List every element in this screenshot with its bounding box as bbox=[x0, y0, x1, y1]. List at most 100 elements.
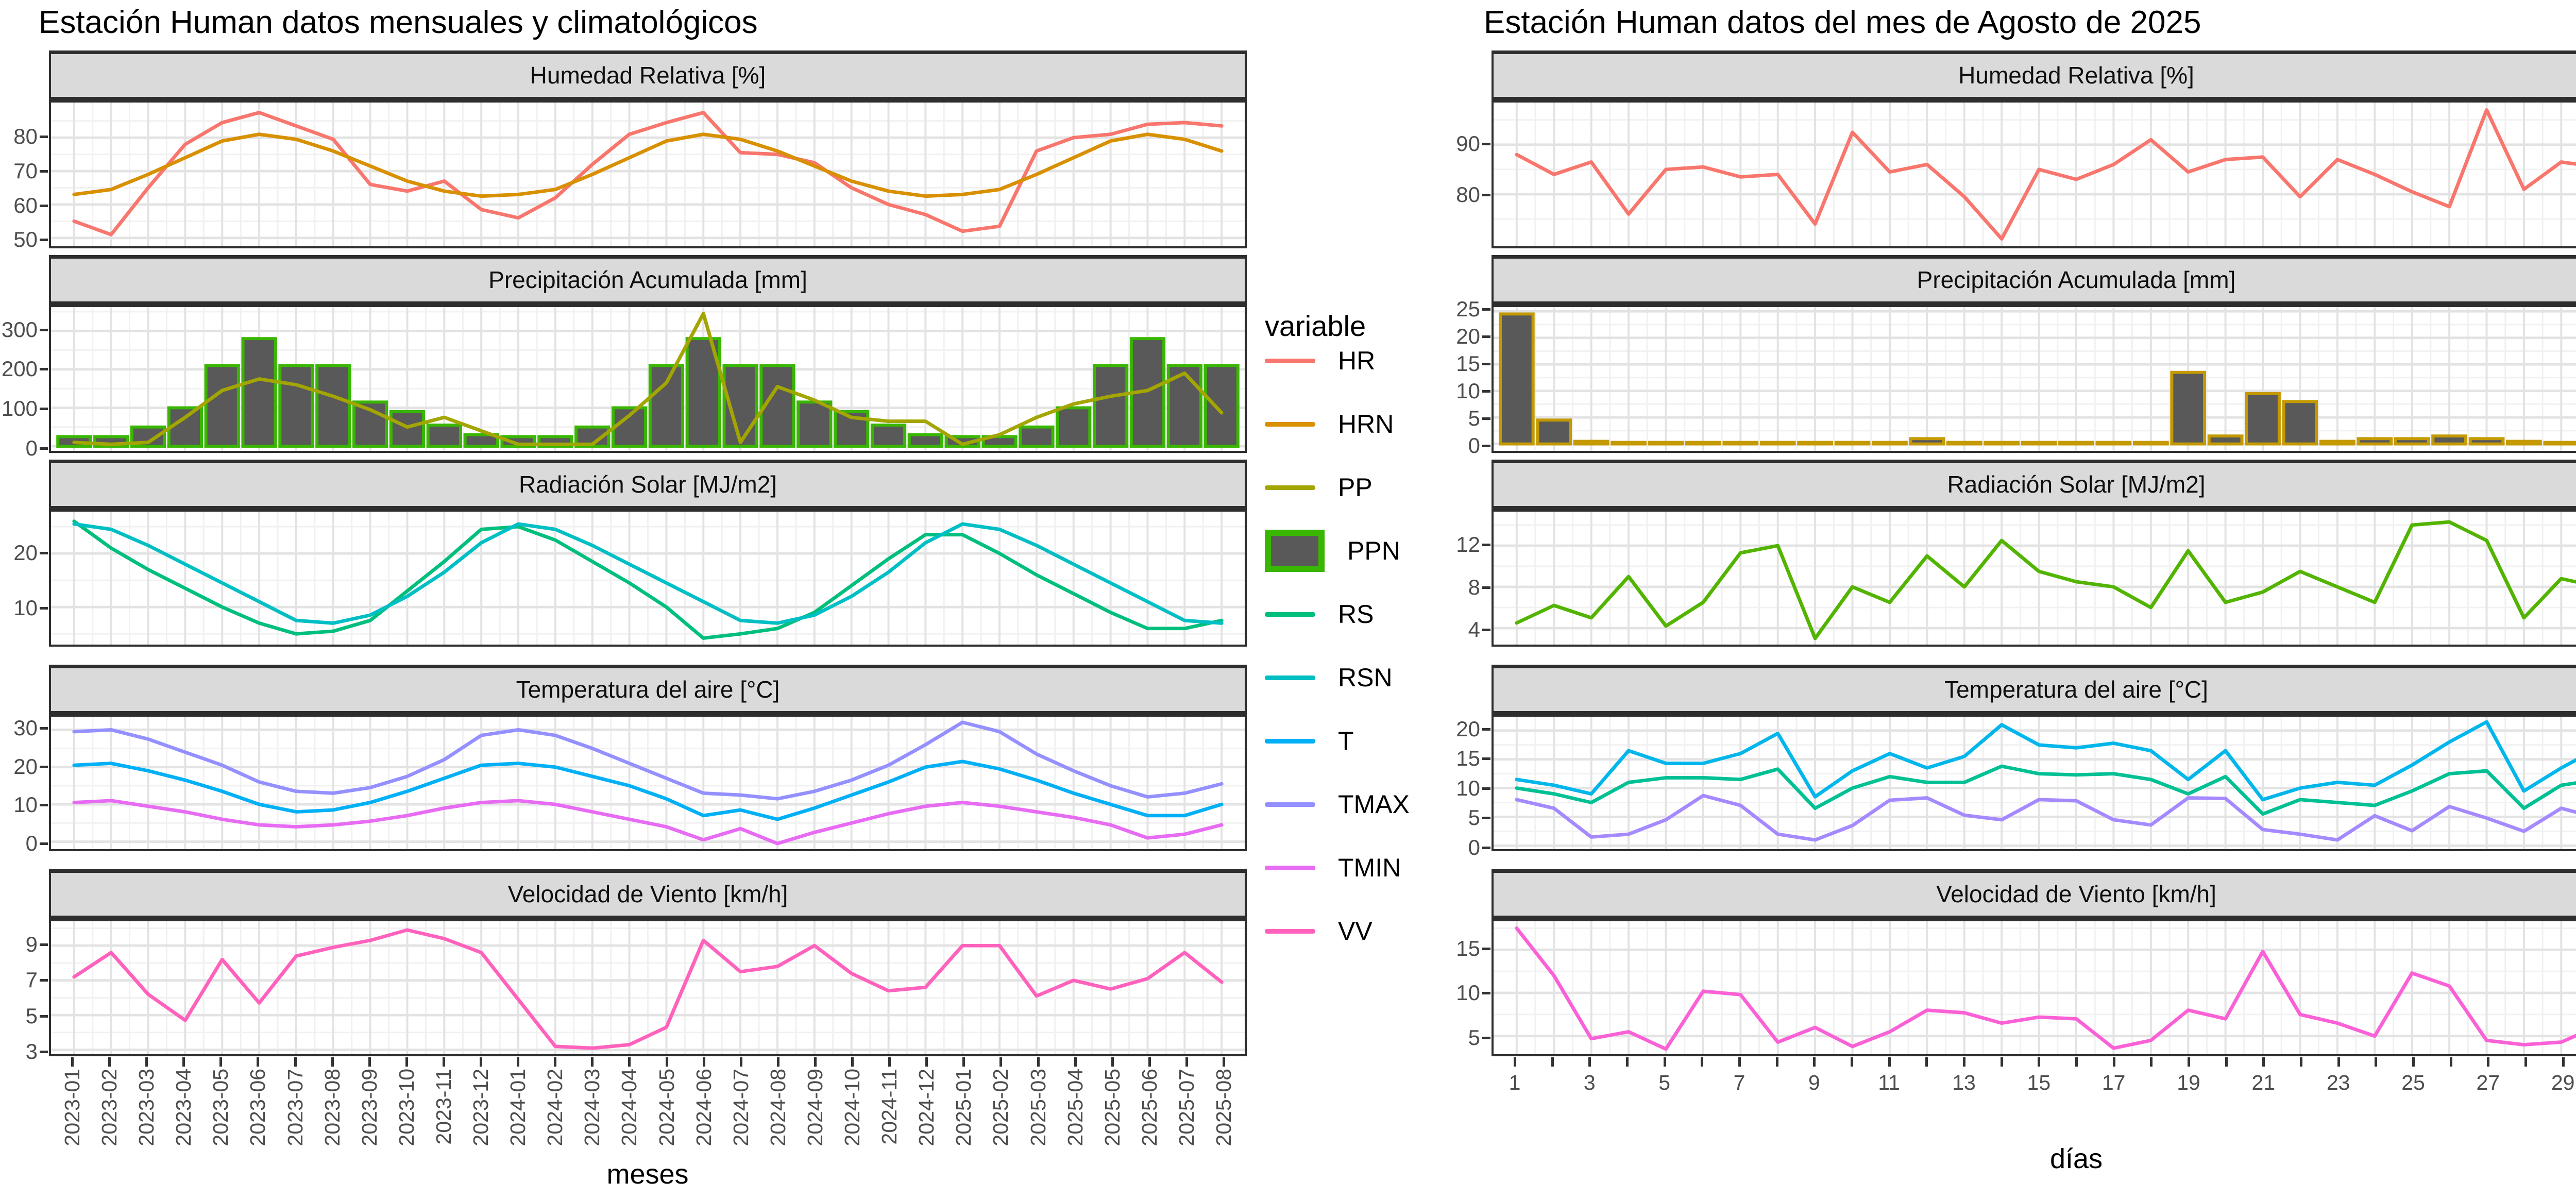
panel-precipitacion-mensual bbox=[49, 305, 1247, 453]
y-tick-mark bbox=[1482, 363, 1490, 366]
x-tick-mark bbox=[1223, 1057, 1225, 1067]
y-tick-label: 20 bbox=[1456, 324, 1480, 349]
x-tick-mark bbox=[182, 1057, 185, 1067]
y-tick-label: 20 bbox=[1456, 716, 1480, 741]
facet-strip-viento-mensual: Velocidad de Viento [km/h] bbox=[49, 869, 1247, 919]
x-tick-mark bbox=[219, 1057, 223, 1067]
x-tick-mark bbox=[776, 1057, 779, 1067]
facet-strip-temperatura-mensual: Temperatura del aire [°C] bbox=[49, 665, 1247, 715]
legend-entry-tmin: TMIN bbox=[1265, 845, 1401, 891]
y-tick-label: 300 bbox=[1, 317, 38, 342]
y-tick-mark bbox=[40, 1051, 48, 1054]
x-tick-mark bbox=[2075, 1057, 2078, 1067]
y-tick-label: 5 bbox=[25, 1003, 38, 1028]
y-tick-mark bbox=[1482, 143, 1490, 146]
legend-label: TMIN bbox=[1338, 853, 1401, 882]
y-tick-label: 20 bbox=[13, 754, 38, 779]
y-tick-mark bbox=[1482, 544, 1490, 547]
legend-label: PP bbox=[1338, 473, 1372, 502]
x-tick-mark bbox=[2225, 1057, 2228, 1067]
x-tick-label: 27 bbox=[2476, 1071, 2500, 1094]
x-tick-label: 11 bbox=[1878, 1071, 1900, 1094]
y-tick-mark bbox=[40, 551, 48, 554]
x-axis-title-dias: días bbox=[2049, 1143, 2103, 1174]
strip-label: Temperatura del aire [°C] bbox=[516, 676, 780, 703]
x-tick-mark bbox=[2375, 1057, 2378, 1067]
x-tick-mark bbox=[331, 1057, 334, 1067]
facet-strip-humedad-agosto: Humedad Relativa [%] bbox=[1492, 50, 2576, 100]
y-tick-label: 0 bbox=[25, 435, 38, 460]
legend-key-line-swatch bbox=[1265, 802, 1315, 807]
legend-entry-rsn: RSN bbox=[1265, 654, 1393, 701]
legend-label: T bbox=[1338, 727, 1354, 755]
plot-area-svg bbox=[1494, 717, 2576, 849]
y-tick-label: 15 bbox=[1456, 746, 1480, 771]
x-tick-mark bbox=[999, 1057, 1003, 1067]
y-tick-mark bbox=[40, 204, 48, 207]
x-tick-label: 3 bbox=[1583, 1071, 1596, 1094]
x-axis-title-meses: meses bbox=[606, 1159, 689, 1190]
x-tick-mark bbox=[294, 1057, 297, 1067]
panel-temperatura-agosto bbox=[1492, 715, 2576, 851]
facet-strip-viento-agosto: Velocidad de Viento [km/h] bbox=[1492, 869, 2576, 919]
y-tick-label: 200 bbox=[1, 357, 38, 381]
y-tick-mark bbox=[40, 1015, 48, 1018]
x-tick-mark bbox=[442, 1057, 445, 1067]
y-tick-label: 70 bbox=[13, 158, 38, 183]
x-tick-mark bbox=[2150, 1057, 2153, 1067]
x-tick-mark bbox=[1626, 1057, 1629, 1067]
x-tick-mark bbox=[2188, 1057, 2190, 1067]
panel-humedad-mensual bbox=[49, 100, 1247, 248]
legend-entry-t: T bbox=[1265, 718, 1354, 764]
y-tick-mark bbox=[1482, 847, 1490, 850]
y-tick-label: 80 bbox=[13, 124, 38, 149]
y-tick-label: 50 bbox=[13, 227, 38, 252]
x-tick-mark bbox=[2524, 1057, 2527, 1067]
strip-label: Precipitación Acumulada [mm] bbox=[488, 266, 807, 293]
legend-entry-hrn: HRN bbox=[1265, 401, 1394, 447]
legend-key-line-swatch bbox=[1265, 358, 1315, 363]
legend-title-monthly: variable bbox=[1265, 310, 1366, 342]
legend-key-line-swatch bbox=[1265, 738, 1315, 744]
y-tick-mark bbox=[40, 765, 48, 768]
legend-key-line-swatch bbox=[1265, 612, 1315, 617]
y-tick-mark bbox=[40, 368, 48, 371]
x-tick-mark bbox=[1701, 1057, 1704, 1067]
legend-label: RSN bbox=[1338, 663, 1393, 692]
y-tick-label: 90 bbox=[1456, 131, 1480, 156]
x-tick-mark bbox=[1888, 1057, 1891, 1067]
x-tick-mark bbox=[2112, 1057, 2115, 1067]
x-tick-mark bbox=[554, 1057, 557, 1067]
y-tick-mark bbox=[1482, 417, 1490, 420]
x-tick-label: 5 bbox=[1658, 1071, 1671, 1094]
plot-area-svg bbox=[1494, 103, 2576, 246]
plot-area-svg bbox=[51, 103, 1245, 246]
x-tick-mark bbox=[145, 1057, 148, 1067]
panel-viento-mensual bbox=[49, 919, 1247, 1056]
x-tick-label: 29 bbox=[2551, 1071, 2575, 1094]
y-tick-label: 7 bbox=[25, 968, 38, 992]
x-tick-mark bbox=[962, 1057, 965, 1067]
facet-strip-temperatura-agosto: Temperatura del aire [°C] bbox=[1492, 665, 2576, 715]
y-tick-mark bbox=[1482, 629, 1490, 631]
strip-label: Humedad Relativa [%] bbox=[530, 62, 766, 89]
legend-key-line-swatch bbox=[1265, 421, 1315, 427]
y-tick-mark bbox=[1482, 787, 1490, 790]
plot-area-svg bbox=[1494, 512, 2576, 645]
panel-radiacion-mensual bbox=[49, 510, 1247, 647]
legend-label: PPN bbox=[1347, 536, 1400, 565]
plot-area-svg bbox=[1494, 307, 2576, 451]
x-tick-mark bbox=[1514, 1057, 1516, 1067]
x-tick-label: 19 bbox=[2177, 1071, 2200, 1094]
chart-title-monthly: Estación Human datos mensuales y climato… bbox=[39, 5, 758, 40]
x-tick-label: 25 bbox=[2401, 1071, 2425, 1094]
plot-area-svg bbox=[51, 307, 1245, 451]
legend-entry-rs: RS bbox=[1265, 591, 1374, 637]
x-tick-mark bbox=[1588, 1057, 1591, 1067]
y-tick-mark bbox=[1482, 948, 1490, 950]
plot-area-svg bbox=[1494, 921, 2576, 1054]
chart-title-august: Estación Human datos del mes de Agosto d… bbox=[1484, 5, 2201, 40]
y-tick-mark bbox=[1482, 390, 1490, 393]
y-tick-mark bbox=[1482, 1036, 1490, 1039]
